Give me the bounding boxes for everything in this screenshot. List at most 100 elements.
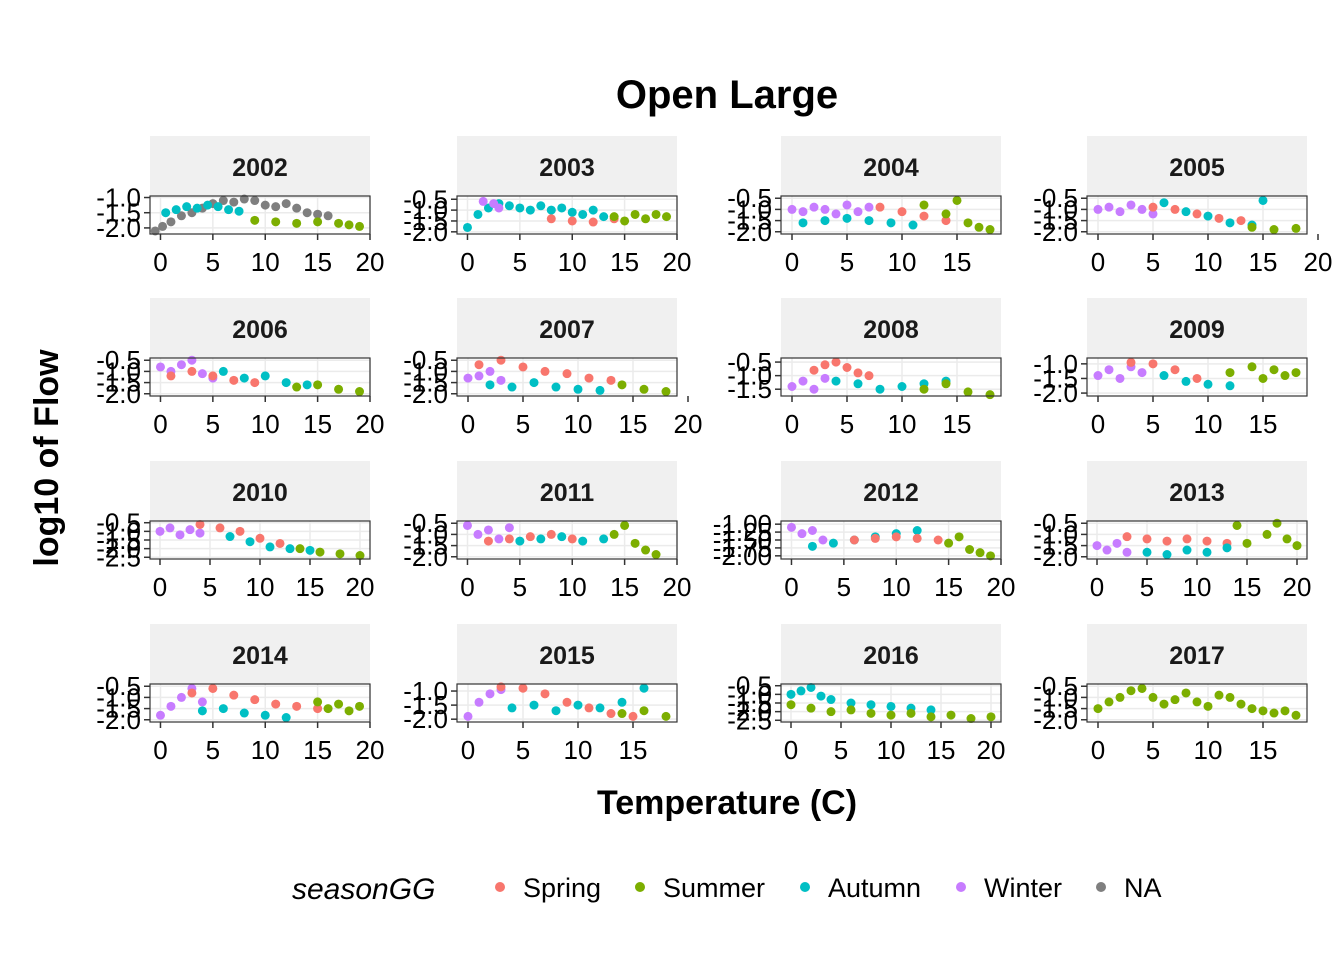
point-summer bbox=[1104, 697, 1114, 707]
point-summer bbox=[941, 379, 951, 389]
x-tick-label: 10 bbox=[564, 735, 593, 765]
point-na bbox=[292, 203, 302, 213]
point-autumn bbox=[1225, 218, 1235, 228]
facet-panel-border bbox=[780, 357, 1002, 397]
point-autumn bbox=[529, 378, 539, 388]
y-tick-label: -1.00 bbox=[713, 509, 772, 539]
legend: seasonGG Spring Summer Autumn Winter NA bbox=[292, 873, 1162, 906]
point-spring bbox=[853, 368, 863, 378]
point-summer bbox=[620, 216, 630, 226]
point-na bbox=[150, 226, 160, 236]
point-na bbox=[250, 196, 260, 206]
point-autumn bbox=[305, 545, 315, 555]
point-summer bbox=[985, 225, 995, 235]
facet-2006: 2006 -0.5-1.0-1.5-2.0 0 5 10 15 20 bbox=[96, 298, 384, 439]
point-summer bbox=[1181, 688, 1191, 698]
facet-strip-label: 2013 bbox=[1169, 479, 1225, 507]
point-autumn bbox=[473, 209, 483, 219]
facet-panel-border bbox=[780, 195, 1002, 235]
point-spring bbox=[250, 378, 260, 388]
point-autumn bbox=[557, 203, 567, 213]
facet-panel-bg bbox=[150, 684, 370, 722]
y-tick-label: -2.0 bbox=[727, 217, 772, 247]
point-autumn bbox=[908, 220, 918, 230]
point-autumn bbox=[926, 705, 936, 715]
point-spring bbox=[540, 689, 550, 699]
y-tick-label: -1.0 bbox=[1033, 519, 1078, 549]
point-summer bbox=[334, 384, 344, 394]
x-tick-label: 5 bbox=[516, 735, 530, 765]
x-tick-label: 10 bbox=[1194, 735, 1223, 765]
point-summer bbox=[1272, 518, 1282, 528]
point-spring bbox=[919, 211, 929, 221]
point-summer bbox=[965, 545, 975, 554]
y-tick-label: -0.5 bbox=[403, 508, 448, 538]
point-summer bbox=[1291, 223, 1301, 233]
facet-strip-label: 2006 bbox=[232, 316, 288, 344]
facet-2016: 2016 -0.5-1.0-1.5-2.0-2.5 0 5 10 15 20 bbox=[727, 624, 1005, 765]
point-summer bbox=[1291, 710, 1301, 720]
point-summer bbox=[826, 707, 836, 717]
y-tick-label: -2.0 bbox=[96, 705, 141, 735]
point-spring bbox=[897, 207, 907, 217]
x-tick-label: 20 bbox=[977, 735, 1006, 765]
point-winter bbox=[1104, 365, 1114, 375]
point-autumn bbox=[462, 222, 472, 232]
x-tick-label: 10 bbox=[558, 572, 587, 602]
facet-points bbox=[462, 520, 661, 560]
point-na bbox=[229, 197, 239, 207]
point-spring bbox=[1122, 532, 1132, 542]
point-winter bbox=[809, 384, 819, 394]
x-tick-label: 20 bbox=[674, 409, 703, 439]
point-summer bbox=[886, 710, 896, 720]
x-tick-label: 10 bbox=[246, 572, 275, 602]
x-tick-label: 0 bbox=[1091, 247, 1105, 277]
y-tick-label: -1.0 bbox=[403, 519, 448, 549]
point-spring bbox=[546, 214, 556, 224]
point-winter bbox=[1115, 207, 1125, 217]
point-winter bbox=[185, 525, 195, 535]
point-summer bbox=[1225, 368, 1235, 378]
point-spring bbox=[208, 371, 218, 381]
point-summer bbox=[313, 380, 323, 390]
x-tick-label: 0 bbox=[461, 409, 475, 439]
facet-points bbox=[787, 357, 995, 400]
point-spring bbox=[584, 703, 594, 713]
point-autumn bbox=[617, 697, 627, 707]
point-summer bbox=[1126, 686, 1136, 696]
y-tick-label: -0.5 bbox=[403, 184, 448, 214]
point-winter bbox=[798, 207, 808, 217]
point-summer bbox=[1214, 690, 1224, 700]
point-spring bbox=[518, 362, 528, 372]
x-tick-label: 0 bbox=[784, 735, 798, 765]
point-summer bbox=[323, 704, 333, 714]
x-tick-label: 20 bbox=[1283, 572, 1312, 602]
point-summer bbox=[926, 712, 936, 722]
facet-2008: 2008 -0.5-1.0-1.5 0 5 10 15 bbox=[727, 298, 1002, 439]
point-autumn bbox=[239, 708, 249, 718]
point-autumn bbox=[897, 382, 907, 391]
point-winter bbox=[155, 362, 165, 372]
point-autumn bbox=[485, 380, 495, 390]
x-tick-label: 15 bbox=[303, 735, 332, 765]
point-autumn bbox=[218, 366, 228, 376]
y-tick-label: -1.5 bbox=[727, 206, 772, 236]
point-spring bbox=[912, 533, 922, 543]
facet-strip bbox=[781, 624, 1001, 684]
point-spring bbox=[235, 526, 245, 536]
facet-2011: 2011 -0.5-1.0-1.5-2.0 0 5 10 15 20 bbox=[403, 461, 691, 602]
facet-2007: 2007 -0.5-1.0-1.5-2.0 0 5 10 15 20 bbox=[403, 298, 702, 439]
y-tick-label: -2.0 bbox=[1033, 378, 1078, 408]
point-autumn bbox=[171, 205, 181, 215]
point-winter bbox=[176, 692, 186, 702]
point-autumn bbox=[245, 537, 255, 547]
y-tick-label: -1.0 bbox=[96, 516, 141, 546]
point-summer bbox=[344, 220, 354, 230]
point-spring bbox=[1170, 204, 1180, 214]
point-summer bbox=[661, 711, 671, 721]
point-winter bbox=[1126, 200, 1136, 210]
point-autumn bbox=[504, 201, 514, 211]
point-spring bbox=[1142, 534, 1152, 544]
point-autumn bbox=[886, 218, 896, 228]
